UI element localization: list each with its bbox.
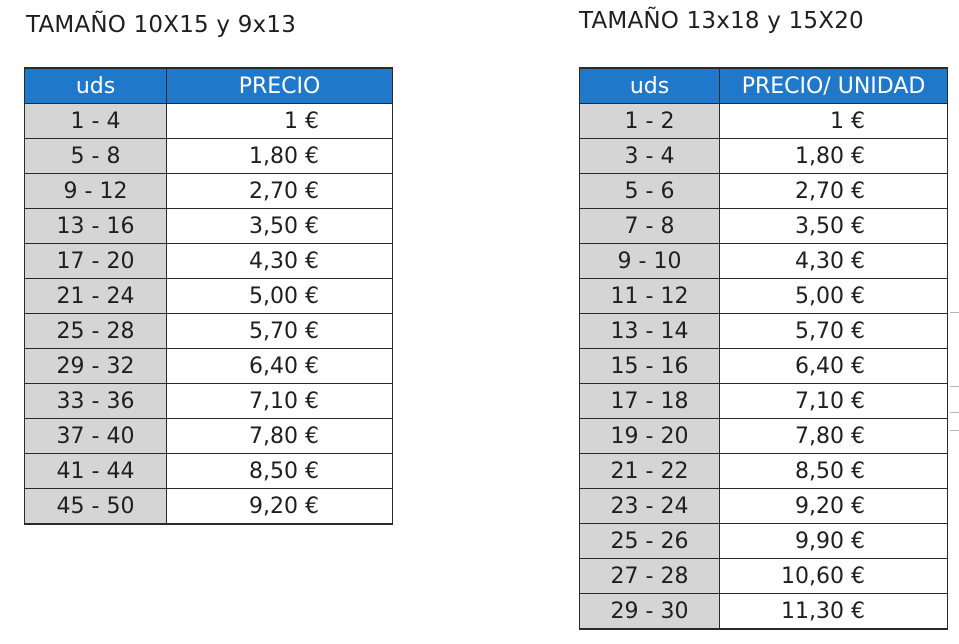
- table-row: 13 - 14 5,70 €: [579, 313, 948, 349]
- header-uds: uds: [24, 67, 167, 104]
- table-row: 45 - 50 9,20 €: [24, 488, 393, 525]
- table-row: 25 - 26 9,90 €: [579, 523, 948, 559]
- uds-cell: 17 - 18: [579, 383, 720, 419]
- table-row: 13 - 16 3,50 €: [24, 208, 393, 244]
- uds-cell: 21 - 22: [579, 453, 720, 489]
- table-row: 41 - 44 8,50 €: [24, 453, 393, 489]
- price-cell: 9,20 €: [719, 488, 948, 524]
- table-row: 29 - 32 6,40 €: [24, 348, 393, 384]
- price-cell: 5,00 €: [166, 278, 393, 314]
- uds-cell: 1 - 4: [24, 103, 167, 139]
- table-row: 7 - 8 3,50 €: [579, 208, 948, 244]
- table-row: 21 - 24 5,00 €: [24, 278, 393, 314]
- table-row: 9 - 12 2,70 €: [24, 173, 393, 209]
- uds-cell: 9 - 12: [24, 173, 167, 209]
- table-row: 17 - 20 4,30 €: [24, 243, 393, 279]
- table-row: 21 - 22 8,50 €: [579, 453, 948, 489]
- price-cell: 2,70 €: [719, 173, 948, 209]
- price-cell: 1 €: [719, 103, 948, 139]
- table-row: 37 - 40 7,80 €: [24, 418, 393, 454]
- uds-cell: 17 - 20: [24, 243, 167, 279]
- price-cell: 8,50 €: [719, 453, 948, 489]
- price-cell: 8,50 €: [166, 453, 393, 489]
- uds-cell: 3 - 4: [579, 138, 720, 174]
- price-cell: 2,70 €: [166, 173, 393, 209]
- uds-cell: 23 - 24: [579, 488, 720, 524]
- table-row: 11 - 12 5,00 €: [579, 278, 948, 314]
- table-row: 27 - 28 10,60 €: [579, 558, 948, 594]
- uds-cell: 5 - 6: [579, 173, 720, 209]
- uds-cell: 33 - 36: [24, 383, 167, 419]
- uds-cell: 5 - 8: [24, 138, 167, 174]
- uds-cell: 13 - 16: [24, 208, 167, 244]
- price-cell: 7,10 €: [719, 383, 948, 419]
- table-row: 5 - 6 2,70 €: [579, 173, 948, 209]
- price-cell: 7,10 €: [166, 383, 393, 419]
- uds-cell: 41 - 44: [24, 453, 167, 489]
- uds-cell: 11 - 12: [579, 278, 720, 314]
- price-cell: 1,80 €: [719, 138, 948, 174]
- price-cell: 9,90 €: [719, 523, 948, 559]
- header-price-per-unit: PRECIO/ UNIDAD: [719, 67, 948, 104]
- right-table-title: TAMAÑO 13x18 y 15X20: [579, 8, 864, 34]
- table-header-row: uds PRECIO/ UNIDAD: [579, 67, 948, 104]
- table-header-row: uds PRECIO: [24, 67, 393, 104]
- price-cell: 5,70 €: [719, 313, 948, 349]
- table-row: 3 - 4 1,80 €: [579, 138, 948, 174]
- edge-tick: [950, 412, 959, 413]
- edge-tick: [950, 386, 959, 387]
- price-cell: 5,70 €: [166, 313, 393, 349]
- table-row: 33 - 36 7,10 €: [24, 383, 393, 419]
- table-row: 17 - 18 7,10 €: [579, 383, 948, 419]
- price-cell: 9,20 €: [166, 488, 393, 525]
- uds-cell: 25 - 28: [24, 313, 167, 349]
- left-table-title: TAMAÑO 10X15 y 9x13: [26, 12, 297, 38]
- price-cell: 6,40 €: [166, 348, 393, 384]
- price-cell: 6,40 €: [719, 348, 948, 384]
- uds-cell: 7 - 8: [579, 208, 720, 244]
- price-cell: 1 €: [166, 103, 393, 139]
- price-cell: 11,30 €: [719, 593, 948, 630]
- uds-cell: 19 - 20: [579, 418, 720, 454]
- uds-cell: 45 - 50: [24, 488, 167, 525]
- uds-cell: 29 - 32: [24, 348, 167, 384]
- price-cell: 7,80 €: [719, 418, 948, 454]
- table-row: 25 - 28 5,70 €: [24, 313, 393, 349]
- table-row: 23 - 24 9,20 €: [579, 488, 948, 524]
- table-row: 5 - 8 1,80 €: [24, 138, 393, 174]
- price-cell: 7,80 €: [166, 418, 393, 454]
- uds-cell: 29 - 30: [579, 593, 720, 630]
- uds-cell: 13 - 14: [579, 313, 720, 349]
- uds-cell: 1 - 2: [579, 103, 720, 139]
- uds-cell: 27 - 28: [579, 558, 720, 594]
- edge-tick: [950, 430, 959, 431]
- uds-cell: 25 - 26: [579, 523, 720, 559]
- table-row: 19 - 20 7,80 €: [579, 418, 948, 454]
- price-cell: 10,60 €: [719, 558, 948, 594]
- header-price: PRECIO: [166, 67, 393, 104]
- table-row: 9 - 10 4,30 €: [579, 243, 948, 279]
- price-cell: 1,80 €: [166, 138, 393, 174]
- uds-cell: 15 - 16: [579, 348, 720, 384]
- price-cell: 4,30 €: [166, 243, 393, 279]
- price-cell: 3,50 €: [719, 208, 948, 244]
- uds-cell: 21 - 24: [24, 278, 167, 314]
- uds-cell: 9 - 10: [579, 243, 720, 279]
- table-row: 15 - 16 6,40 €: [579, 348, 948, 384]
- price-cell: 4,30 €: [719, 243, 948, 279]
- uds-cell: 37 - 40: [24, 418, 167, 454]
- price-cell: 5,00 €: [719, 278, 948, 314]
- price-cell: 3,50 €: [166, 208, 393, 244]
- table-row: 29 - 30 11,30 €: [579, 593, 948, 630]
- edge-tick: [950, 312, 959, 313]
- header-uds: uds: [579, 67, 720, 104]
